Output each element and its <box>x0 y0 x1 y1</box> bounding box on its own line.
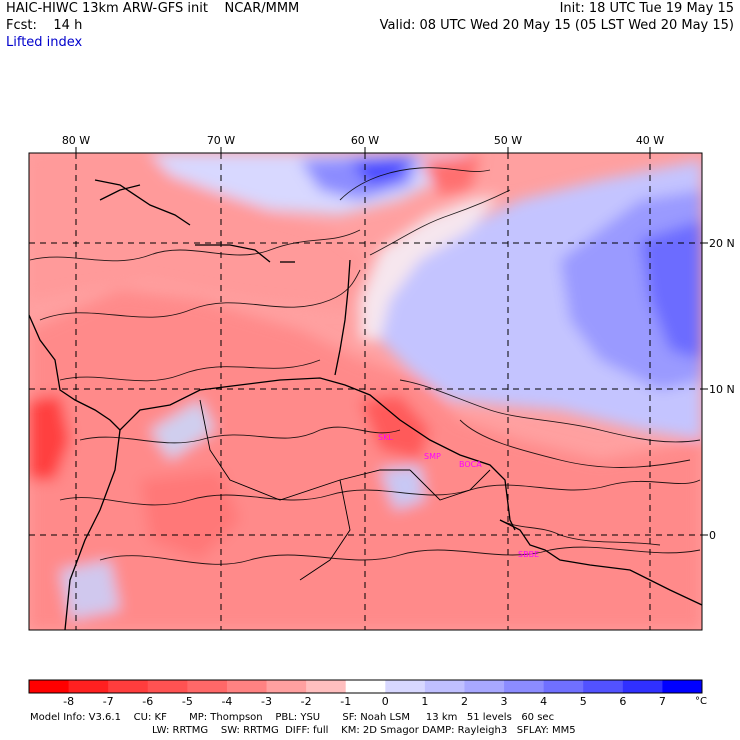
colorbar-swatch <box>226 680 268 693</box>
colorbar-tick-label: 0 <box>381 695 389 708</box>
colorbar-tick-label: 1 <box>421 695 429 708</box>
colorbar-tick-label: 4 <box>540 695 548 708</box>
init-time: Init: 18 UTC Tue 19 May 15 <box>559 1 734 16</box>
lat-lon-grid <box>29 153 702 630</box>
coastlines <box>29 179 702 630</box>
colorbar-swatch <box>68 680 109 693</box>
station-boca: BOCA <box>459 460 482 469</box>
colorbar-tick-label: 7 <box>658 695 666 708</box>
model-info-line1: Model Info: V3.6.1 CU: KF MP: Thompson P… <box>30 712 555 723</box>
model-title: HAIC-HIWC 13km ARW-GFS init NCAR/MMM <box>6 1 300 16</box>
station-smp: SMP <box>424 452 441 461</box>
colorbar-swatch <box>147 680 188 693</box>
colorbar-tick-label: 6 <box>619 695 627 708</box>
lat-label-0: 0 <box>709 529 716 542</box>
lon-label-80w: 80 W <box>61 134 91 147</box>
colorbar-swatch <box>187 680 228 693</box>
lon-label-50w: 50 W <box>493 134 523 147</box>
lon-label-40w: 40 W <box>635 134 665 147</box>
lon-label-70w: 70 W <box>206 134 236 147</box>
station-markers: SKL SMP BOCA SBBE <box>378 433 539 559</box>
colorbar-swatch <box>662 680 703 693</box>
forecast-hour: Fcst: 14 h <box>6 18 83 33</box>
colorbar-swatch <box>266 680 307 693</box>
colorbar-tick-label: -8 <box>63 695 75 708</box>
lat-label-20n: 20 N <box>709 237 735 250</box>
colorbar-tick-label: -3 <box>261 695 272 708</box>
colorbar-tick-label: 2 <box>460 695 468 708</box>
colorbar-swatch <box>543 680 584 693</box>
colorbar-tick-label: -4 <box>221 695 233 708</box>
colorbar-swatch <box>464 680 505 693</box>
colorbar-tick-label: 3 <box>500 695 508 708</box>
colorbar-unit: °C <box>695 696 707 707</box>
colorbar-swatch <box>622 680 663 693</box>
colorbar-swatch <box>424 680 465 693</box>
valid-time: Valid: 08 UTC Wed 20 May 15 (05 LST Wed … <box>379 18 734 33</box>
colorbar-tick-label: -1 <box>340 695 352 708</box>
lon-label-60w: 60 W <box>350 134 380 147</box>
colorbar-tick-label: -2 <box>300 695 312 708</box>
model-info-line2: LW: RRTMG SW: RRTMG DIFF: full KM: 2D Sm… <box>152 725 576 736</box>
colorbar-swatch <box>345 680 386 693</box>
field-shading: SKL SMP BOCA SBBE <box>29 153 702 630</box>
colorbar-swatch <box>385 680 426 693</box>
colorbar-swatch <box>504 680 545 693</box>
station-skl: SKL <box>378 433 393 442</box>
tick-marks <box>75 147 708 536</box>
colorbar-swatch <box>108 680 149 693</box>
contour-lines <box>29 167 701 565</box>
colorbar <box>28 679 703 694</box>
lat-label-10n: 10 N <box>709 383 735 396</box>
colorbar-tick-label: -6 <box>142 695 154 708</box>
colorbar-tick-label: 5 <box>579 695 587 708</box>
colorbar-tick-label: -7 <box>102 695 114 708</box>
colorbar-frame <box>28 679 703 694</box>
field-name: Lifted index <box>6 35 83 50</box>
station-sbbe: SBBE <box>518 550 539 559</box>
colorbar-swatch <box>306 680 347 693</box>
colorbar-swatch <box>583 680 624 693</box>
colorbar-tick-label: -5 <box>181 695 193 708</box>
colorbar-swatch <box>29 680 70 693</box>
